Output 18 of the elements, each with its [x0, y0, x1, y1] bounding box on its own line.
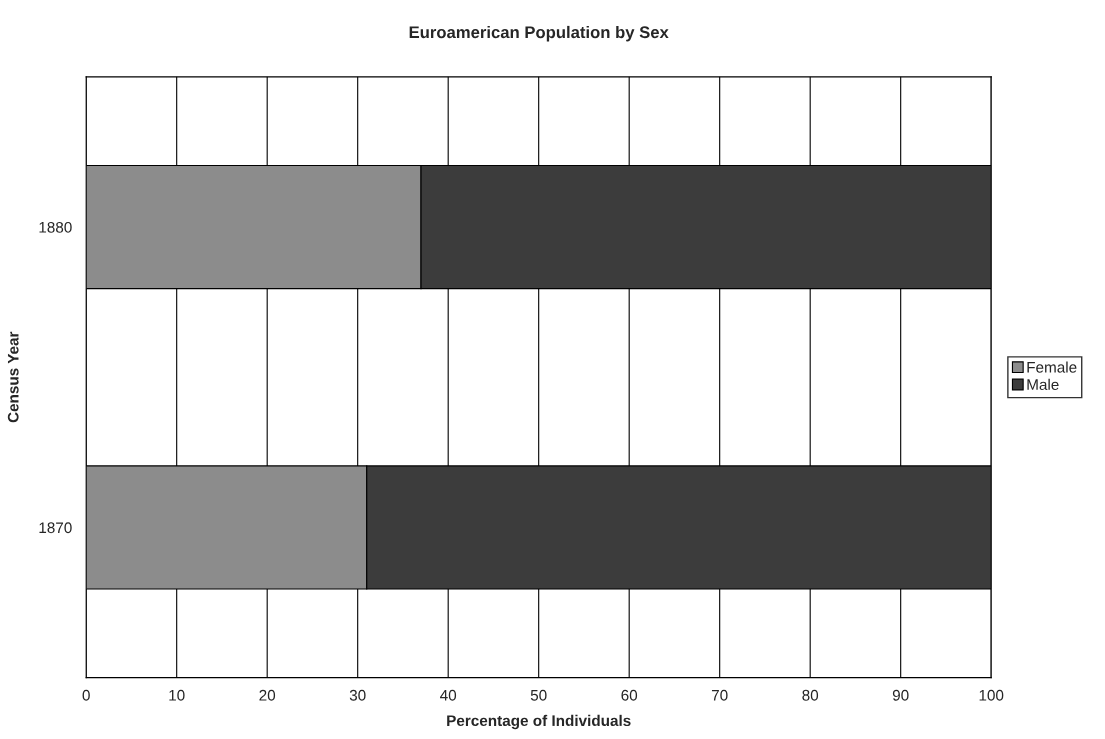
x-tick-label: 80	[802, 689, 819, 701]
x-tick-label: 50	[530, 689, 547, 701]
x-tick-label: 0	[82, 689, 90, 701]
x-tick-label: 70	[711, 689, 728, 701]
x-axis-title: Percentage of Individuals	[447, 714, 631, 730]
x-tick-label: 30	[349, 689, 366, 701]
x-tick-label: 10	[169, 689, 185, 701]
x-tick-label: 20	[259, 689, 276, 701]
legend-label: Female	[1027, 361, 1077, 373]
y-tick-label: 1880	[39, 221, 72, 233]
y-axis-title: Census Year	[7, 331, 19, 423]
x-tick-label: 40	[440, 689, 457, 701]
legend-label: Male	[1027, 378, 1059, 391]
x-tick-label: 90	[892, 689, 909, 701]
y-tick-label: 1870	[39, 522, 72, 534]
chart-title: Euroamerican Population by Sex	[409, 25, 669, 42]
x-tick-label: 60	[621, 689, 638, 701]
x-tick-label: 100	[979, 689, 1004, 701]
